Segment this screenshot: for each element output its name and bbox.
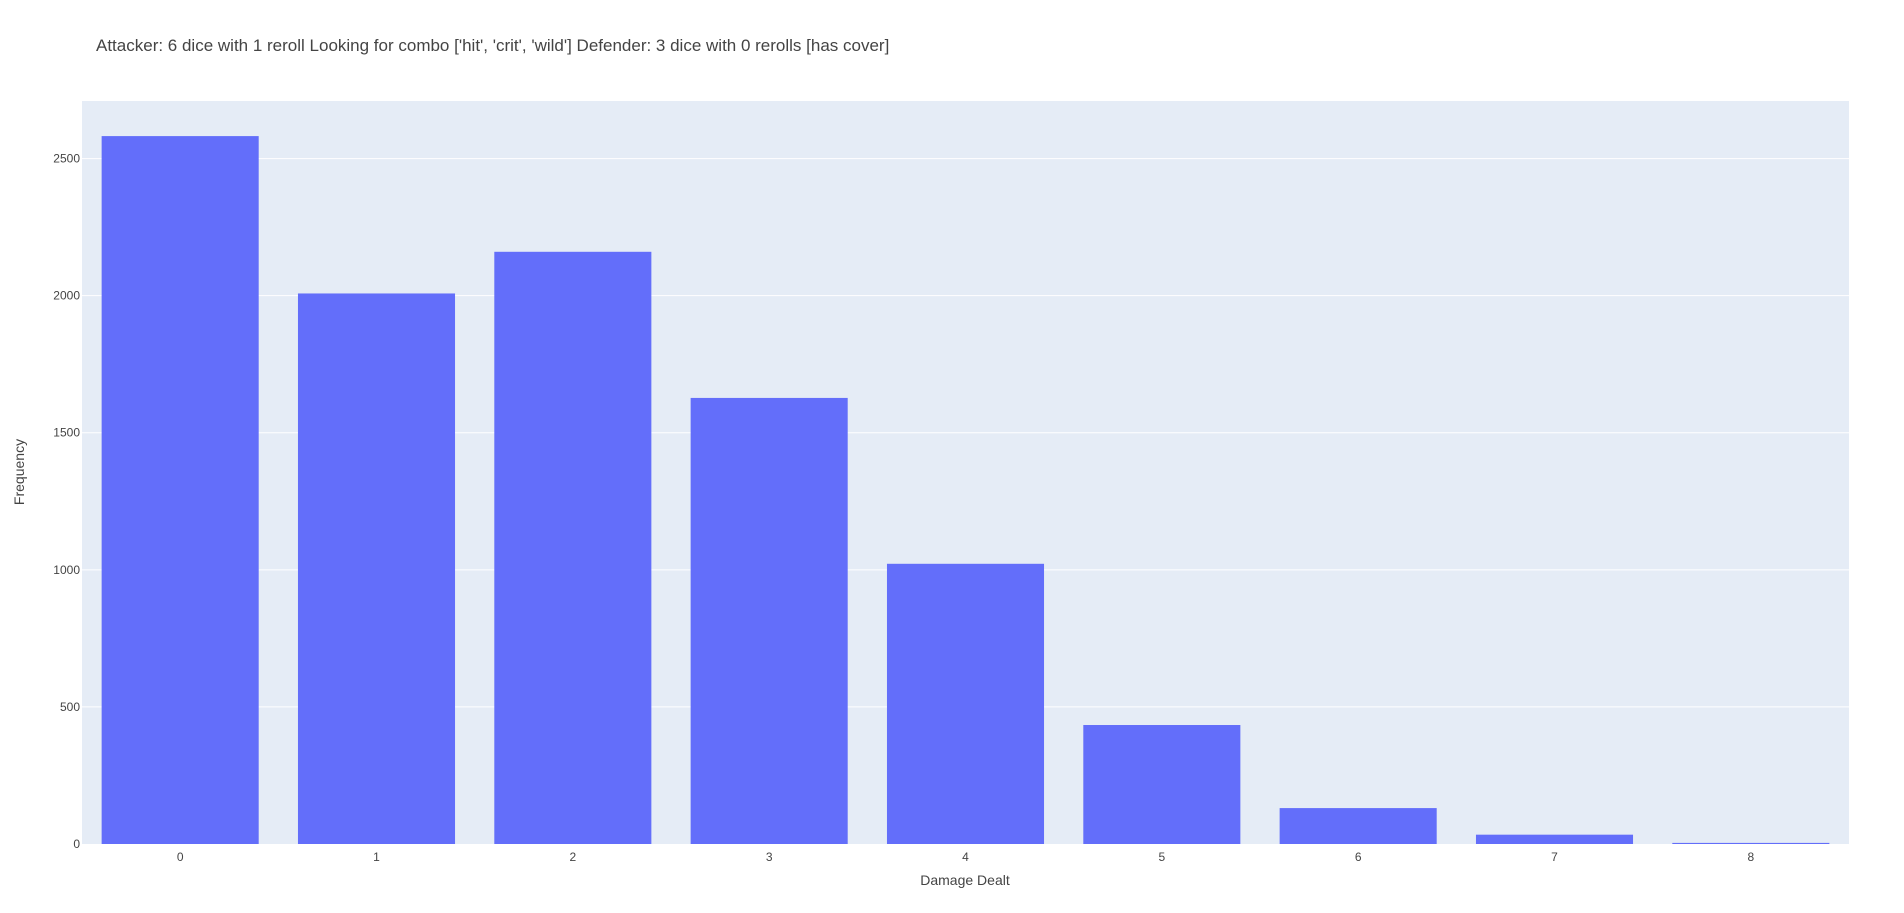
y-tick-label: 1500 xyxy=(53,426,80,440)
x-tick-label: 2 xyxy=(569,850,576,864)
x-tick-label: 3 xyxy=(766,850,773,864)
x-tick-label: 6 xyxy=(1355,850,1362,864)
bar-2 xyxy=(494,251,652,845)
x-tick-label: 5 xyxy=(1158,850,1165,864)
chart-title: Attacker: 6 dice with 1 reroll Looking f… xyxy=(96,36,889,55)
bar-5 xyxy=(1083,725,1241,844)
bar-1 xyxy=(297,293,456,844)
x-tick-label: 0 xyxy=(177,850,184,864)
bar-8 xyxy=(1672,842,1830,844)
x-tick-label: 8 xyxy=(1747,850,1754,864)
x-tick-label: 7 xyxy=(1551,850,1558,864)
y-tick-label: 2000 xyxy=(53,289,80,303)
bar-3 xyxy=(690,397,848,844)
bar-4 xyxy=(886,563,1045,844)
bar-6 xyxy=(1279,808,1437,844)
y-tick-labels: 0 500 1000 1500 2000 2500 xyxy=(53,152,80,851)
bars xyxy=(101,136,1830,845)
y-tick-label: 0 xyxy=(73,837,80,851)
y-tick-label: 2500 xyxy=(53,152,80,166)
bar-7 xyxy=(1475,834,1634,844)
y-tick-label: 500 xyxy=(60,700,80,714)
y-axis-label: Frequency xyxy=(11,439,27,505)
x-axis-label: Damage Dealt xyxy=(920,872,1010,888)
bar-0 xyxy=(101,136,259,844)
x-tick-labels: 0 1 2 3 4 5 6 7 8 xyxy=(177,850,1755,864)
x-tick-label: 1 xyxy=(373,850,380,864)
x-tick-label: 4 xyxy=(962,850,969,864)
y-tick-label: 1000 xyxy=(53,563,80,577)
